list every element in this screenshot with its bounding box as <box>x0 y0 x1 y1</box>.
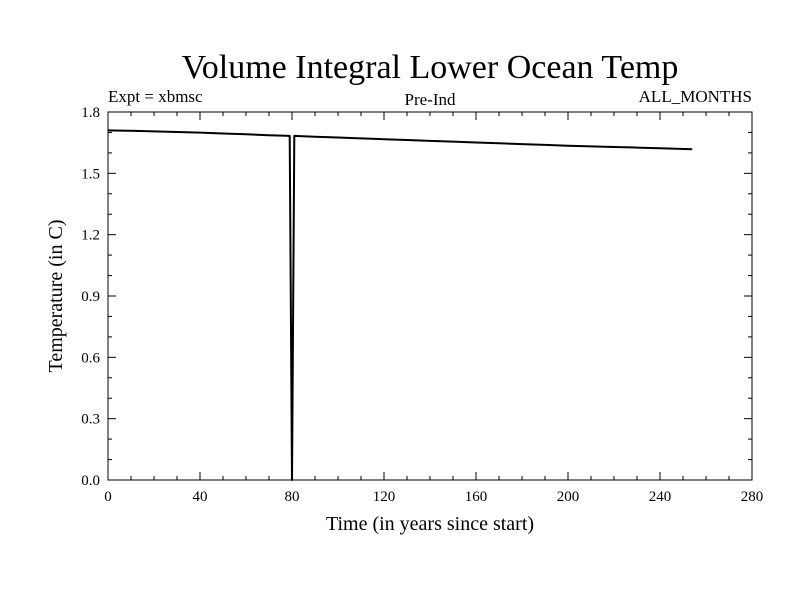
x-tick-label: 0 <box>104 489 112 505</box>
plot-frame <box>107 111 753 481</box>
months-label: ALL_MONTHS <box>639 87 752 106</box>
chart-title: Volume Integral Lower Ocean Temp <box>182 49 679 86</box>
series-line <box>107 129 693 481</box>
x-tick-label: 160 <box>465 489 488 505</box>
x-tick-label: 280 <box>741 489 764 505</box>
experiment-label: Expt = xbmsc <box>108 87 203 106</box>
axis-ticks <box>107 111 753 481</box>
y-axis-label: Temperature (in C) <box>45 220 67 373</box>
y-tick-label: 1.2 <box>81 228 100 244</box>
axis-tick-labels: 0 40 80 120 160 200 240 280 0.0 0.3 0.6 0.9 1.2 1.5 1.… <box>81 105 763 505</box>
y-tick-label: 1.5 <box>81 166 100 182</box>
scenario-label: Pre-Ind <box>405 90 456 109</box>
series-group <box>107 129 693 481</box>
x-tick-label: 80 <box>285 489 300 505</box>
x-tick-label: 240 <box>649 489 672 505</box>
y-tick-label: 0.3 <box>81 412 100 428</box>
x-tick-label: 200 <box>557 489 580 505</box>
y-tick-label: 0.9 <box>81 289 100 305</box>
x-tick-label: 120 <box>373 489 396 505</box>
x-tick-label: 40 <box>193 489 208 505</box>
y-tick-label: 1.8 <box>81 105 100 121</box>
x-axis-label: Time (in years since start) <box>326 513 534 535</box>
y-tick-label: 0.6 <box>81 350 100 366</box>
y-tick-label: 0.0 <box>81 473 100 489</box>
